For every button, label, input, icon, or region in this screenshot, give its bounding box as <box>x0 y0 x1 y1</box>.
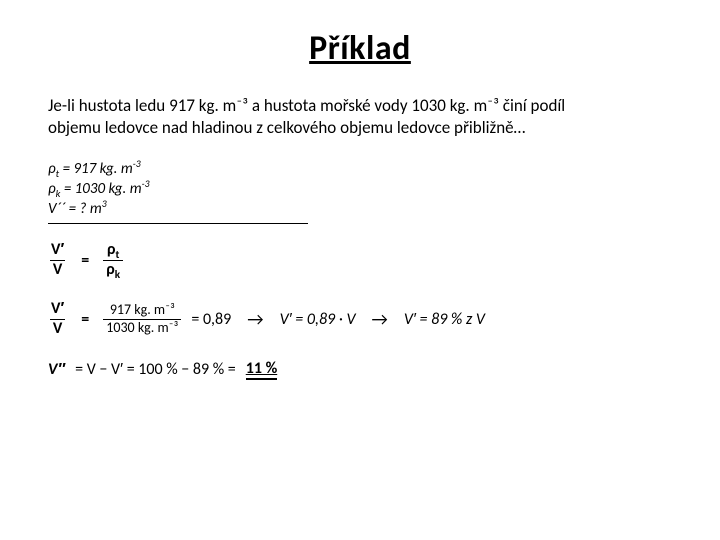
rho-sub-2: k <box>115 268 120 282</box>
rho-t-value: = 917 kg. m <box>59 160 133 178</box>
eq3-result: 11 % <box>246 359 278 380</box>
eq1-lhs-num: V′ <box>48 242 67 260</box>
eq2-decimal: = 0,89 <box>191 310 231 329</box>
eq2-lhs-den: V <box>50 319 65 338</box>
rho-k-value: = 1030 kg. m <box>60 180 141 198</box>
eq2-rhs-num: 917 kg. m⁻³ <box>107 303 178 319</box>
rho-k-exp: -3 <box>142 178 150 190</box>
eq1-lhs-den: V <box>50 260 65 279</box>
eq2-lhs-num: V′ <box>48 301 67 319</box>
given-rho-t: ρt = 917 kg. m-3 <box>48 159 672 179</box>
problem-line-2: objemu ledovce nad hladinou z celkového … <box>48 117 525 138</box>
eq2-step3: V′ = 89 % z V <box>404 310 485 329</box>
rho-symbol: ρ <box>48 160 56 178</box>
eq2-step2-text: V′ = 0,89 · V <box>280 310 356 329</box>
eq1-rhs-fraction: ρt ρk <box>103 242 123 279</box>
eq1-rhs-den: ρk <box>103 260 123 279</box>
eq2-lhs-fraction: V′ V <box>48 301 67 338</box>
equals-sign: = <box>77 251 93 270</box>
v2-value: = ? m <box>65 200 101 218</box>
eq2-rhs-den: 1030 kg. m⁻³ <box>103 319 181 336</box>
equation-1: V′ V = ρt ρk <box>48 242 672 279</box>
rho-sym-2: ρ <box>106 260 114 279</box>
divider <box>48 223 308 224</box>
slide: Příklad Je-li hustota ledu 917 kg. m⁻³ a… <box>0 0 720 540</box>
problem-statement: Je-li hustota ledu 917 kg. m⁻³ a hustota… <box>48 95 672 139</box>
rho-t-exp: -3 <box>133 158 141 170</box>
rho-symbol-2: ρ <box>48 180 56 198</box>
given-values: ρt = 917 kg. m-3 ρk = 1030 kg. m-3 V´´ =… <box>48 159 672 220</box>
arrow-icon-2: → <box>366 308 394 330</box>
eq2-rhs-fraction: 917 kg. m⁻³ 1030 kg. m⁻³ <box>103 303 181 335</box>
equals-sign-2: = <box>77 310 93 329</box>
eq3-mid: = V − V′ = 100 % − 89 % = <box>75 360 236 379</box>
v2-label: V´´ <box>48 200 65 218</box>
v2-exp: 3 <box>102 198 107 210</box>
eq1-lhs-fraction: V′ V <box>48 242 67 279</box>
eq1-rhs-num: ρt <box>104 242 122 260</box>
eq2-step3-text: V′ = 89 % z V <box>404 310 485 329</box>
arrow-icon: → <box>241 308 269 330</box>
page-title: Příklad <box>48 28 672 69</box>
equation-3: V′′ = V − V′ = 100 % − 89 % = 11 % <box>48 359 672 380</box>
eq2-step2: V′ = 0,89 · V <box>280 310 356 329</box>
eq3-lhs: V′′ <box>48 360 65 379</box>
given-v-double-prime: V´´ = ? m3 <box>48 199 672 219</box>
given-rho-k: ρk = 1030 kg. m-3 <box>48 179 672 199</box>
problem-line-1: Je-li hustota ledu 917 kg. m⁻³ a hustota… <box>48 95 565 116</box>
equation-2: V′ V = 917 kg. m⁻³ 1030 kg. m⁻³ = 0,89 →… <box>48 301 672 338</box>
